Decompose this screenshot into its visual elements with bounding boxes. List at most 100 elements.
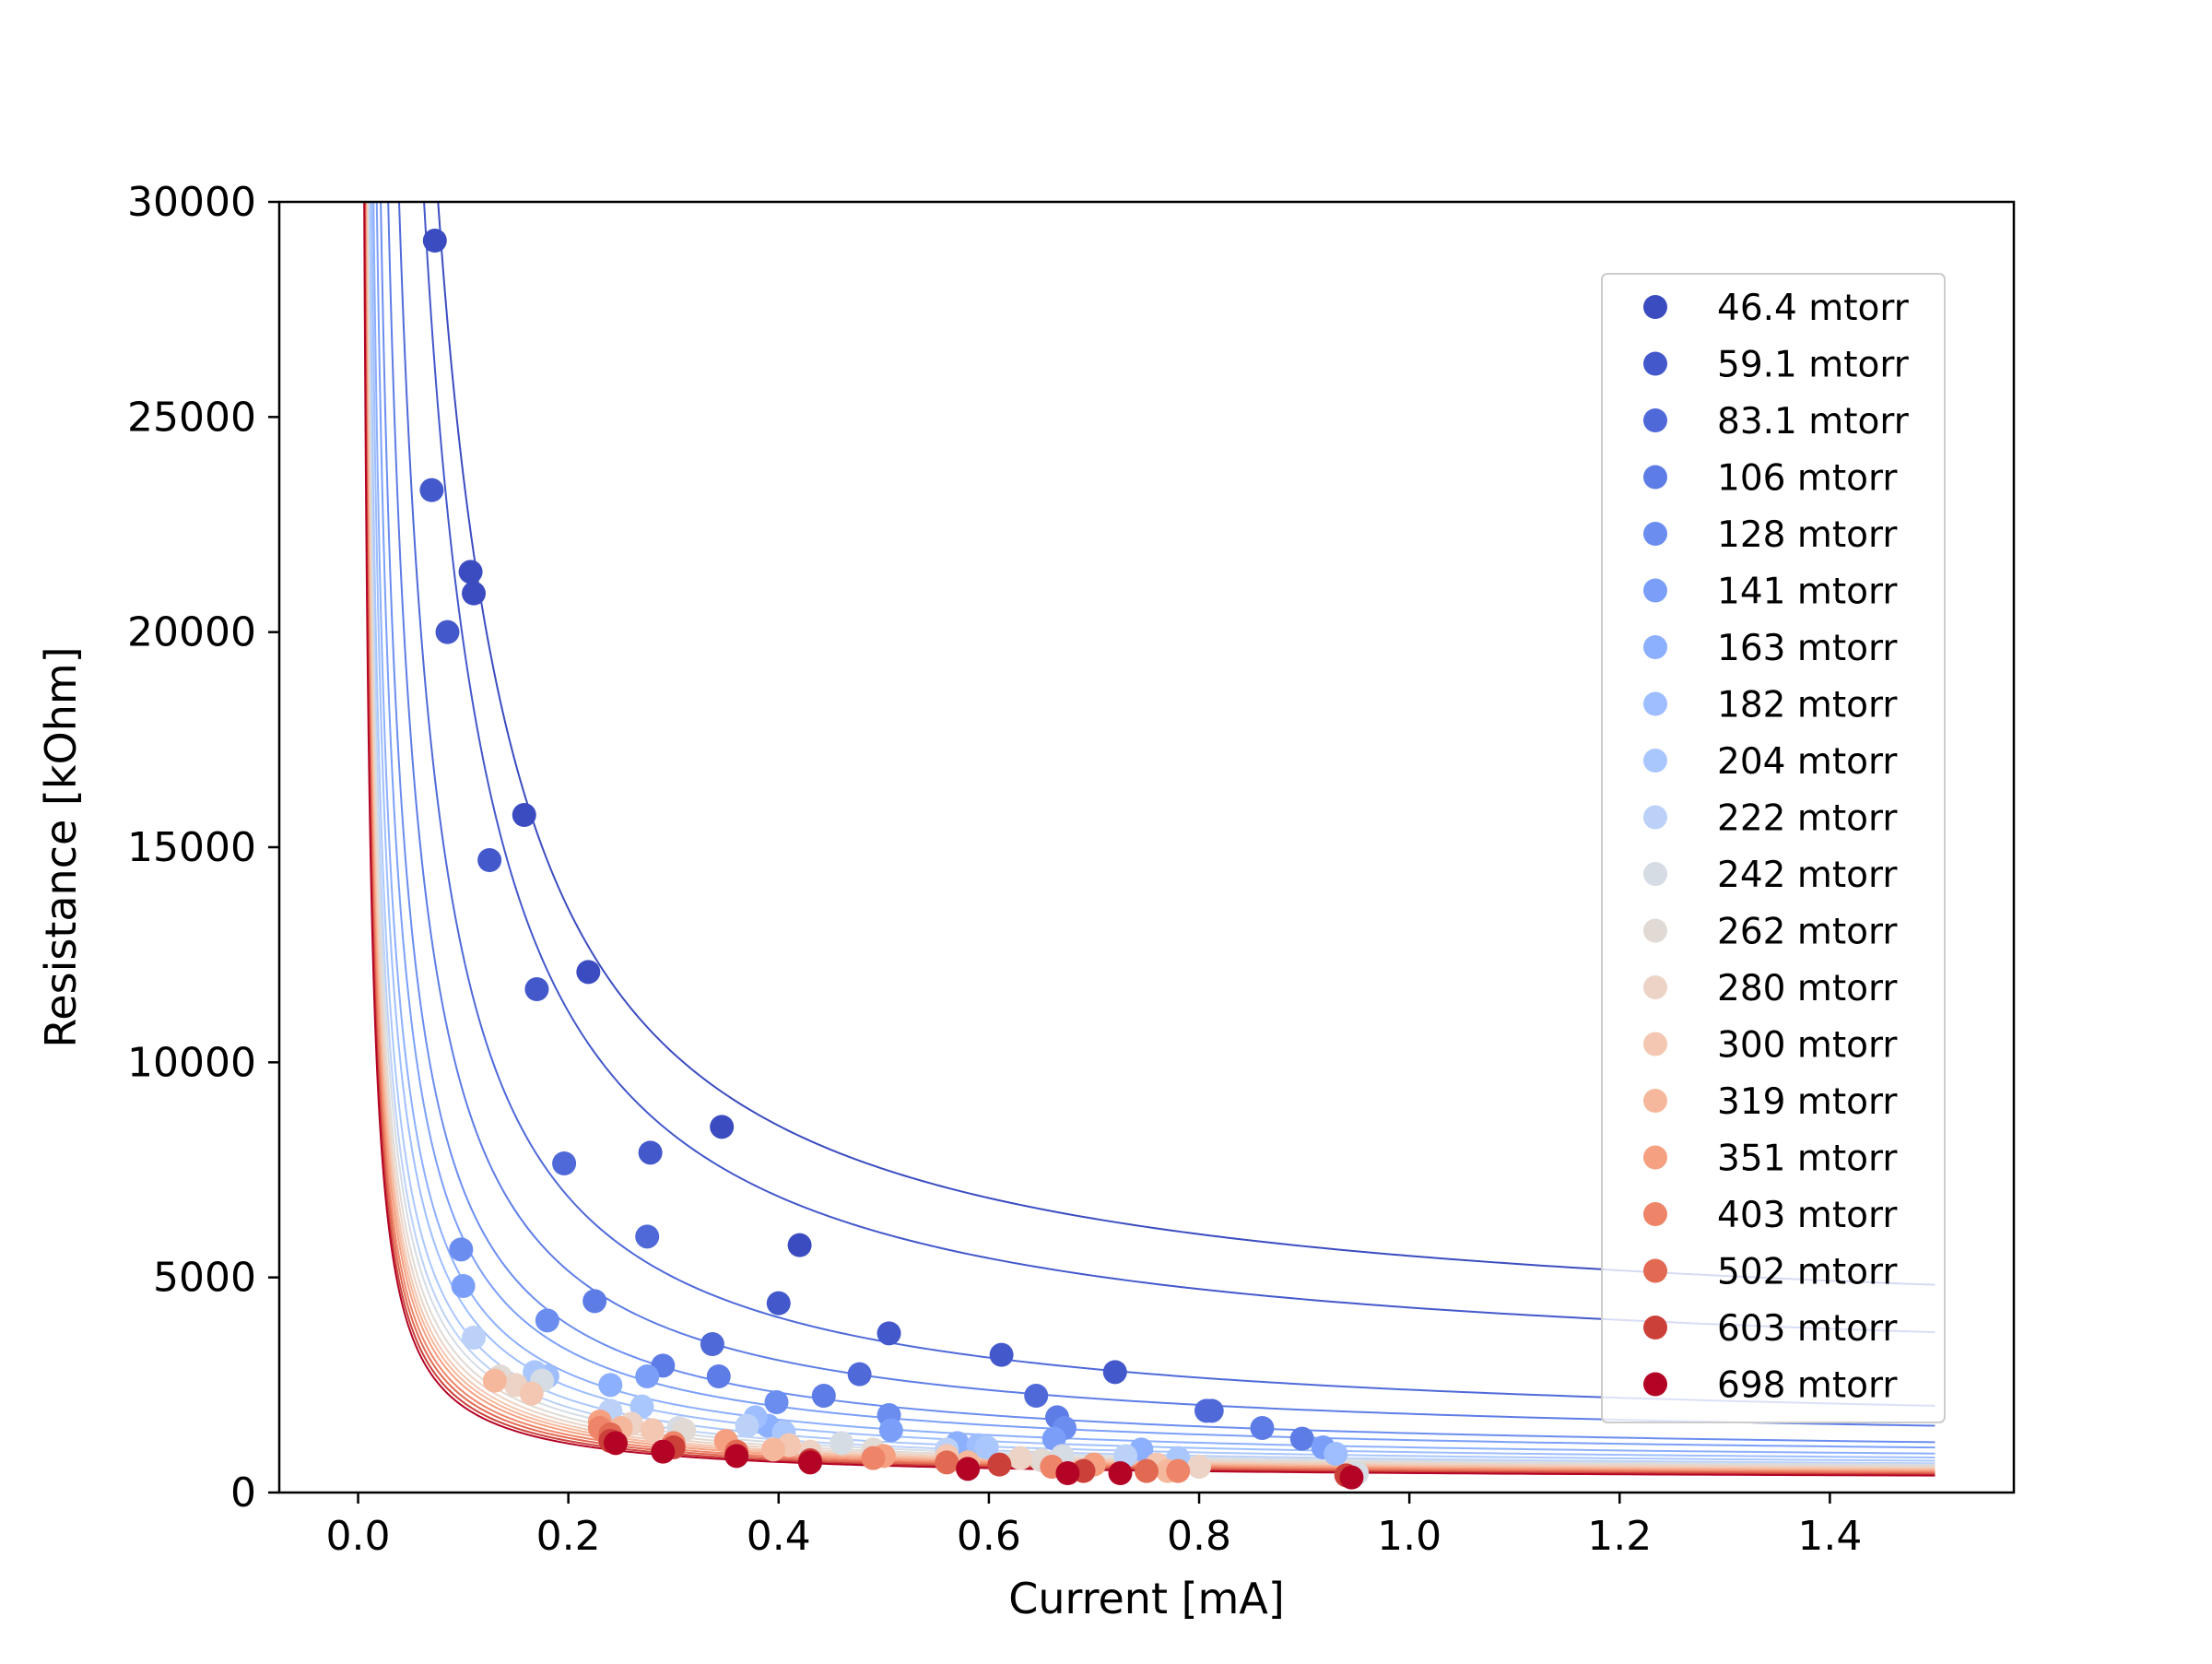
y-tick-label: 5000 xyxy=(153,1255,256,1302)
data-point xyxy=(710,1115,735,1139)
legend-label: 163 mtorr xyxy=(1717,628,1898,669)
data-point xyxy=(552,1151,577,1175)
legend-label: 319 mtorr xyxy=(1717,1081,1898,1123)
y-tick-label: 20000 xyxy=(127,609,256,656)
x-tick-label: 1.0 xyxy=(1377,1513,1441,1560)
data-point xyxy=(435,620,460,644)
data-point xyxy=(700,1332,724,1356)
data-point xyxy=(764,1390,789,1414)
data-point xyxy=(651,1439,676,1464)
legend-marker xyxy=(1643,522,1667,546)
data-point xyxy=(598,1373,623,1398)
data-point xyxy=(1289,1426,1314,1451)
legend-marker xyxy=(1643,918,1667,943)
legend-label: 603 mtorr xyxy=(1717,1308,1898,1350)
legend-label: 46.4 mtorr xyxy=(1717,288,1910,329)
x-tick-label: 0.6 xyxy=(957,1513,1021,1560)
data-point xyxy=(640,1418,665,1443)
data-point xyxy=(635,1364,660,1388)
legend-marker xyxy=(1643,862,1667,886)
x-tick-label: 1.2 xyxy=(1587,1513,1652,1560)
data-point xyxy=(629,1394,654,1419)
data-point xyxy=(635,1224,660,1249)
legend-marker xyxy=(1643,578,1667,603)
fit-curve xyxy=(437,202,1936,1286)
y-tick-label: 25000 xyxy=(127,394,256,441)
legend-label: 59.1 mtorr xyxy=(1717,345,1910,386)
data-point xyxy=(603,1431,628,1456)
data-point xyxy=(1108,1461,1133,1485)
x-tick-label: 0.8 xyxy=(1167,1513,1231,1560)
data-point xyxy=(482,1368,507,1393)
data-point xyxy=(1187,1455,1212,1479)
legend-marker xyxy=(1643,635,1667,659)
x-tick-label: 0.0 xyxy=(326,1513,391,1560)
data-point xyxy=(987,1452,1012,1477)
fit-curve xyxy=(372,202,1936,1455)
legend-label: 698 mtorr xyxy=(1717,1365,1898,1407)
data-point xyxy=(512,803,536,827)
data-point xyxy=(1339,1465,1364,1490)
legend-label: 83.1 mtorr xyxy=(1717,401,1910,443)
data-point xyxy=(524,977,549,1001)
legend-marker xyxy=(1643,691,1667,716)
scatter-points-group xyxy=(419,229,1370,1490)
fit-curve xyxy=(380,202,1936,1444)
data-point xyxy=(811,1384,836,1408)
data-point xyxy=(519,1381,544,1406)
legend-label: 242 mtorr xyxy=(1717,855,1898,896)
legend-marker xyxy=(1643,1316,1667,1339)
fit-curve xyxy=(375,202,1936,1449)
data-point xyxy=(787,1233,812,1257)
legend-marker xyxy=(1643,295,1667,319)
data-point xyxy=(877,1321,901,1346)
data-point xyxy=(847,1362,872,1387)
legend-marker xyxy=(1643,1372,1667,1397)
data-point xyxy=(706,1364,731,1388)
legend: 46.4 mtorr 59.1 mtorr 83.1 mtorr 106 mtorr 1… xyxy=(1601,273,1946,1423)
legend-marker xyxy=(1643,1145,1667,1170)
legend-marker xyxy=(1643,749,1667,773)
data-point xyxy=(878,1418,903,1443)
data-point xyxy=(1055,1461,1080,1485)
data-point xyxy=(1024,1384,1049,1408)
data-point xyxy=(1166,1458,1191,1483)
y-axis-title: Resistance [kOhm] xyxy=(36,646,86,1047)
data-point xyxy=(830,1431,854,1456)
data-point xyxy=(956,1457,981,1481)
data-point xyxy=(1008,1446,1033,1470)
data-point xyxy=(458,560,483,584)
legend-label: 106 mtorr xyxy=(1717,458,1898,500)
data-point xyxy=(935,1450,959,1475)
data-point xyxy=(761,1437,786,1462)
data-point xyxy=(798,1450,823,1475)
data-point xyxy=(1135,1458,1159,1483)
legend-label: 222 mtorr xyxy=(1717,798,1898,840)
legend-marker xyxy=(1643,465,1667,490)
data-point xyxy=(462,1326,487,1350)
data-point xyxy=(582,1289,607,1314)
x-tick-label: 1.4 xyxy=(1797,1513,1862,1560)
legend-frame xyxy=(1601,273,1946,1423)
x-tick-label: 0.4 xyxy=(747,1513,811,1560)
legend-label: 182 mtorr xyxy=(1717,685,1898,726)
data-point xyxy=(1199,1398,1224,1423)
y-tick-label: 15000 xyxy=(127,824,256,871)
y-tick-label: 10000 xyxy=(127,1039,256,1086)
data-point xyxy=(1102,1360,1127,1385)
data-point xyxy=(724,1444,749,1469)
fit-curve xyxy=(423,202,1936,1334)
data-point xyxy=(462,581,487,606)
data-point xyxy=(638,1140,663,1165)
fit-curve xyxy=(398,202,1936,1407)
legend-label: 141 mtorr xyxy=(1717,572,1898,613)
data-point xyxy=(449,1237,474,1262)
data-point xyxy=(974,1435,999,1459)
legend-marker xyxy=(1643,351,1667,376)
legend-label: 204 mtorr xyxy=(1717,741,1898,783)
legend-marker xyxy=(1643,1089,1667,1113)
data-point xyxy=(1324,1442,1348,1466)
data-point xyxy=(419,478,444,502)
x-axis: 0.0 0.2 0.4 0.6 0.8 1.0 1.2 1.4 xyxy=(326,1493,1862,1560)
